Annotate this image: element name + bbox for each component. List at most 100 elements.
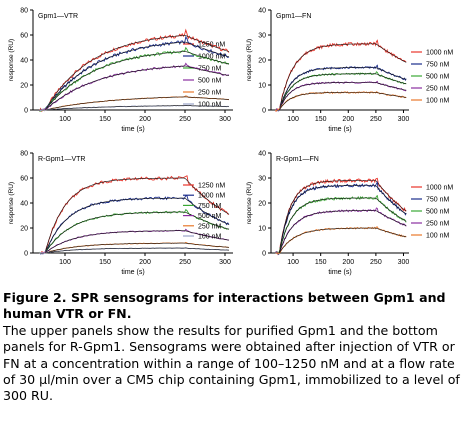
y-tick-label: 0: [262, 251, 266, 258]
series-line: [275, 194, 407, 255]
fit-line: [44, 247, 230, 254]
legend-label: 250 nM: [198, 223, 222, 230]
legend-label: 750 nM: [198, 203, 222, 210]
chart-panel: 0 20 40 60 80 100 150 200 250 300 time (s) response…: [8, 151, 233, 276]
fit-line: [44, 51, 230, 111]
fit-line: [44, 242, 230, 254]
y-axis-label: response (RU): [246, 39, 253, 81]
chart-panel: 0 10 20 30 40 100 150 200 250 300 time (s) response…: [246, 151, 453, 277]
x-tick-label: 150: [99, 116, 111, 123]
y-tick-label: 20: [258, 201, 266, 208]
legend-label: 250 nM: [198, 90, 222, 97]
series-line: [39, 35, 230, 112]
y-axis-label: response (RU): [246, 182, 253, 224]
fit-line: [44, 177, 230, 254]
legend-label: 500 nM: [198, 213, 222, 220]
y-tick-label: 80: [20, 151, 28, 158]
fit-line: [279, 180, 407, 254]
fit-line: [44, 41, 230, 111]
x-tick-label: 100: [59, 259, 71, 266]
x-axis-label: time (s): [328, 126, 351, 133]
legend-label: 500 nM: [426, 209, 450, 216]
fit-line: [279, 227, 407, 254]
fit-line: [279, 92, 407, 111]
x-tick-label: 200: [342, 259, 354, 266]
chart-panel: 0 10 20 30 40 100 150 200 250 300 time (s) response…: [246, 8, 453, 134]
legend-label: 250 nM: [426, 221, 450, 228]
panel-title: R-Gpm1—VTR: [38, 156, 85, 163]
x-tick-label: 300: [398, 259, 410, 266]
x-tick-label: 200: [139, 116, 151, 123]
y-tick-label: 30: [258, 33, 266, 40]
y-tick-label: 30: [258, 176, 266, 183]
fit-line: [279, 67, 407, 111]
legend-label: 100 nM: [198, 102, 222, 109]
y-axis-label: response (RU): [8, 182, 15, 224]
y-tick-label: 0: [24, 108, 28, 115]
y-tick-label: 10: [258, 83, 266, 90]
y-tick-label: 60: [20, 33, 28, 40]
legend-label: 1000 nM: [426, 185, 453, 192]
x-axis-label: time (s): [121, 126, 144, 133]
figure-caption: Figure 2. SPR sensograms for interaction…: [3, 290, 469, 405]
x-axis-label: time (s): [328, 269, 351, 276]
x-tick-label: 100: [59, 116, 71, 123]
fit-line: [44, 197, 230, 254]
panel-title: Gpm1—FN: [276, 13, 311, 20]
x-tick-label: 250: [179, 116, 191, 123]
legend-label: 500 nM: [426, 74, 450, 81]
y-tick-label: 40: [258, 8, 266, 15]
x-tick-label: 300: [219, 116, 231, 123]
legend-label: 1000 nM: [198, 54, 225, 61]
legend-label: 750 nM: [198, 66, 222, 73]
x-tick-label: 150: [315, 116, 327, 123]
y-tick-label: 80: [20, 8, 28, 15]
y-tick-label: 40: [20, 201, 28, 208]
y-tick-label: 40: [20, 58, 28, 65]
fit-line: [279, 185, 407, 254]
fit-line: [279, 82, 407, 111]
y-axis-label: response (RU): [8, 39, 15, 81]
y-tick-label: 0: [24, 251, 28, 258]
x-tick-label: 150: [99, 259, 111, 266]
fit-line: [44, 211, 230, 254]
x-tick-label: 300: [219, 259, 231, 266]
fit-line: [279, 43, 407, 111]
x-tick-label: 250: [370, 259, 382, 266]
x-tick-label: 100: [287, 259, 299, 266]
y-tick-label: 10: [258, 226, 266, 233]
panel-title: R-Gpm1—FN: [276, 156, 319, 163]
legend-label: 1000 nM: [426, 50, 453, 57]
x-tick-label: 200: [342, 116, 354, 123]
fit-line: [44, 34, 230, 111]
y-tick-label: 40: [258, 151, 266, 158]
series-line: [275, 226, 407, 254]
x-axis-label: time (s): [121, 269, 144, 276]
fit-line: [279, 73, 407, 111]
series-line: [38, 28, 230, 113]
legend-label: 250 nM: [426, 86, 450, 93]
caption-title: Figure 2. SPR sensograms for interaction…: [3, 290, 446, 322]
y-tick-label: 20: [258, 58, 266, 65]
chart-panel: 0 20 40 60 80 100 150 200 250 300 time (s) response…: [8, 8, 233, 133]
fit-line: [279, 210, 407, 254]
legend-label: 500 nM: [198, 78, 222, 85]
x-tick-label: 250: [370, 116, 382, 123]
x-tick-label: 250: [179, 259, 191, 266]
fit-line: [279, 197, 407, 254]
legend-label: 100 nM: [426, 98, 450, 105]
legend-label: 1000 nM: [198, 193, 225, 200]
x-tick-label: 300: [398, 116, 410, 123]
y-tick-label: 20: [20, 226, 28, 233]
legend-label: 1250 nM: [198, 42, 225, 49]
x-tick-label: 100: [287, 116, 299, 123]
x-tick-label: 200: [139, 259, 151, 266]
y-tick-label: 20: [20, 83, 28, 90]
legend-label: 1250 nM: [198, 183, 225, 190]
legend-label: 750 nM: [426, 62, 450, 69]
caption-body: The upper panels show the results for pu…: [3, 322, 460, 404]
legend-label: 100 nM: [198, 234, 222, 241]
y-tick-label: 60: [20, 176, 28, 183]
x-tick-label: 150: [315, 259, 327, 266]
